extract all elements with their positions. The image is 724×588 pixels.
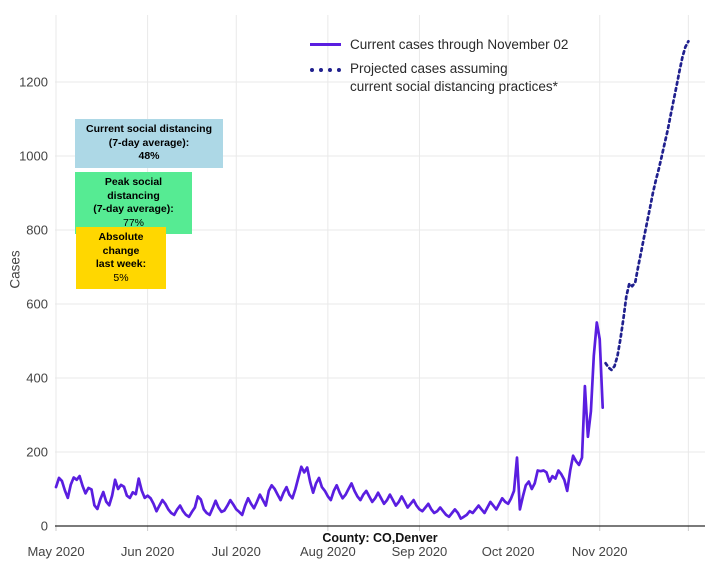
x-tick-label: May 2020 [27, 544, 84, 559]
y-tick-label: 800 [26, 223, 48, 238]
legend: Current cases through November 02 Projec… [310, 36, 568, 96]
solid-line-swatch [310, 43, 341, 46]
annotation-line: Absolute change [98, 231, 144, 257]
legend-label-current: Current cases through November 02 [350, 37, 569, 52]
annotation-line: (7-day average): [108, 136, 190, 149]
dotted-line-swatch [310, 68, 341, 72]
absolute-change-annotation: Absolute change last week: 5% [76, 227, 166, 289]
y-tick-label: 1000 [19, 149, 48, 164]
annotation-value: 5% [113, 271, 129, 284]
projected-cases-line [604, 39, 690, 372]
current-cases-line [54, 321, 605, 520]
legend-label-projected: Projected cases assuming current social … [350, 60, 558, 96]
y-tick-label: 600 [26, 297, 48, 312]
legend-item-projected[interactable]: Projected cases assuming current social … [310, 60, 568, 96]
legend-label-projected-line2: current social distancing practices* [350, 79, 558, 94]
y-tick-label: 200 [26, 445, 48, 460]
legend-label-projected-line1: Projected cases assuming [350, 61, 508, 76]
annotation-line: (7-day average): [93, 203, 174, 215]
annotation-value: 77% [122, 216, 144, 229]
annotation-line: Current social distancing [85, 123, 213, 135]
x-tick-label: Jul 2020 [212, 544, 261, 559]
y-tick-label: 1200 [19, 75, 48, 90]
annotation-line: last week: [95, 258, 147, 270]
x-tick-label: Aug 2020 [300, 544, 356, 559]
x-tick-label: Sep 2020 [392, 544, 448, 559]
x-axis-title: County: CO,Denver [322, 531, 438, 545]
x-tick-label: Nov 2020 [572, 544, 628, 559]
legend-item-current[interactable]: Current cases through November 02 [310, 36, 568, 54]
x-tick-label: Oct 2020 [482, 544, 535, 559]
annotation-line: Peak social distancing [104, 176, 163, 202]
y-tick-label: 0 [41, 519, 48, 534]
x-tick-label: Jun 2020 [121, 544, 175, 559]
current-distancing-annotation: Current social distancing (7-day average… [75, 119, 223, 168]
y-axis-title: Cases [7, 250, 23, 289]
peak-distancing-annotation: Peak social distancing (7-day average): … [75, 172, 192, 234]
y-tick-label: 400 [26, 371, 48, 386]
annotation-value: 48% [138, 150, 160, 162]
